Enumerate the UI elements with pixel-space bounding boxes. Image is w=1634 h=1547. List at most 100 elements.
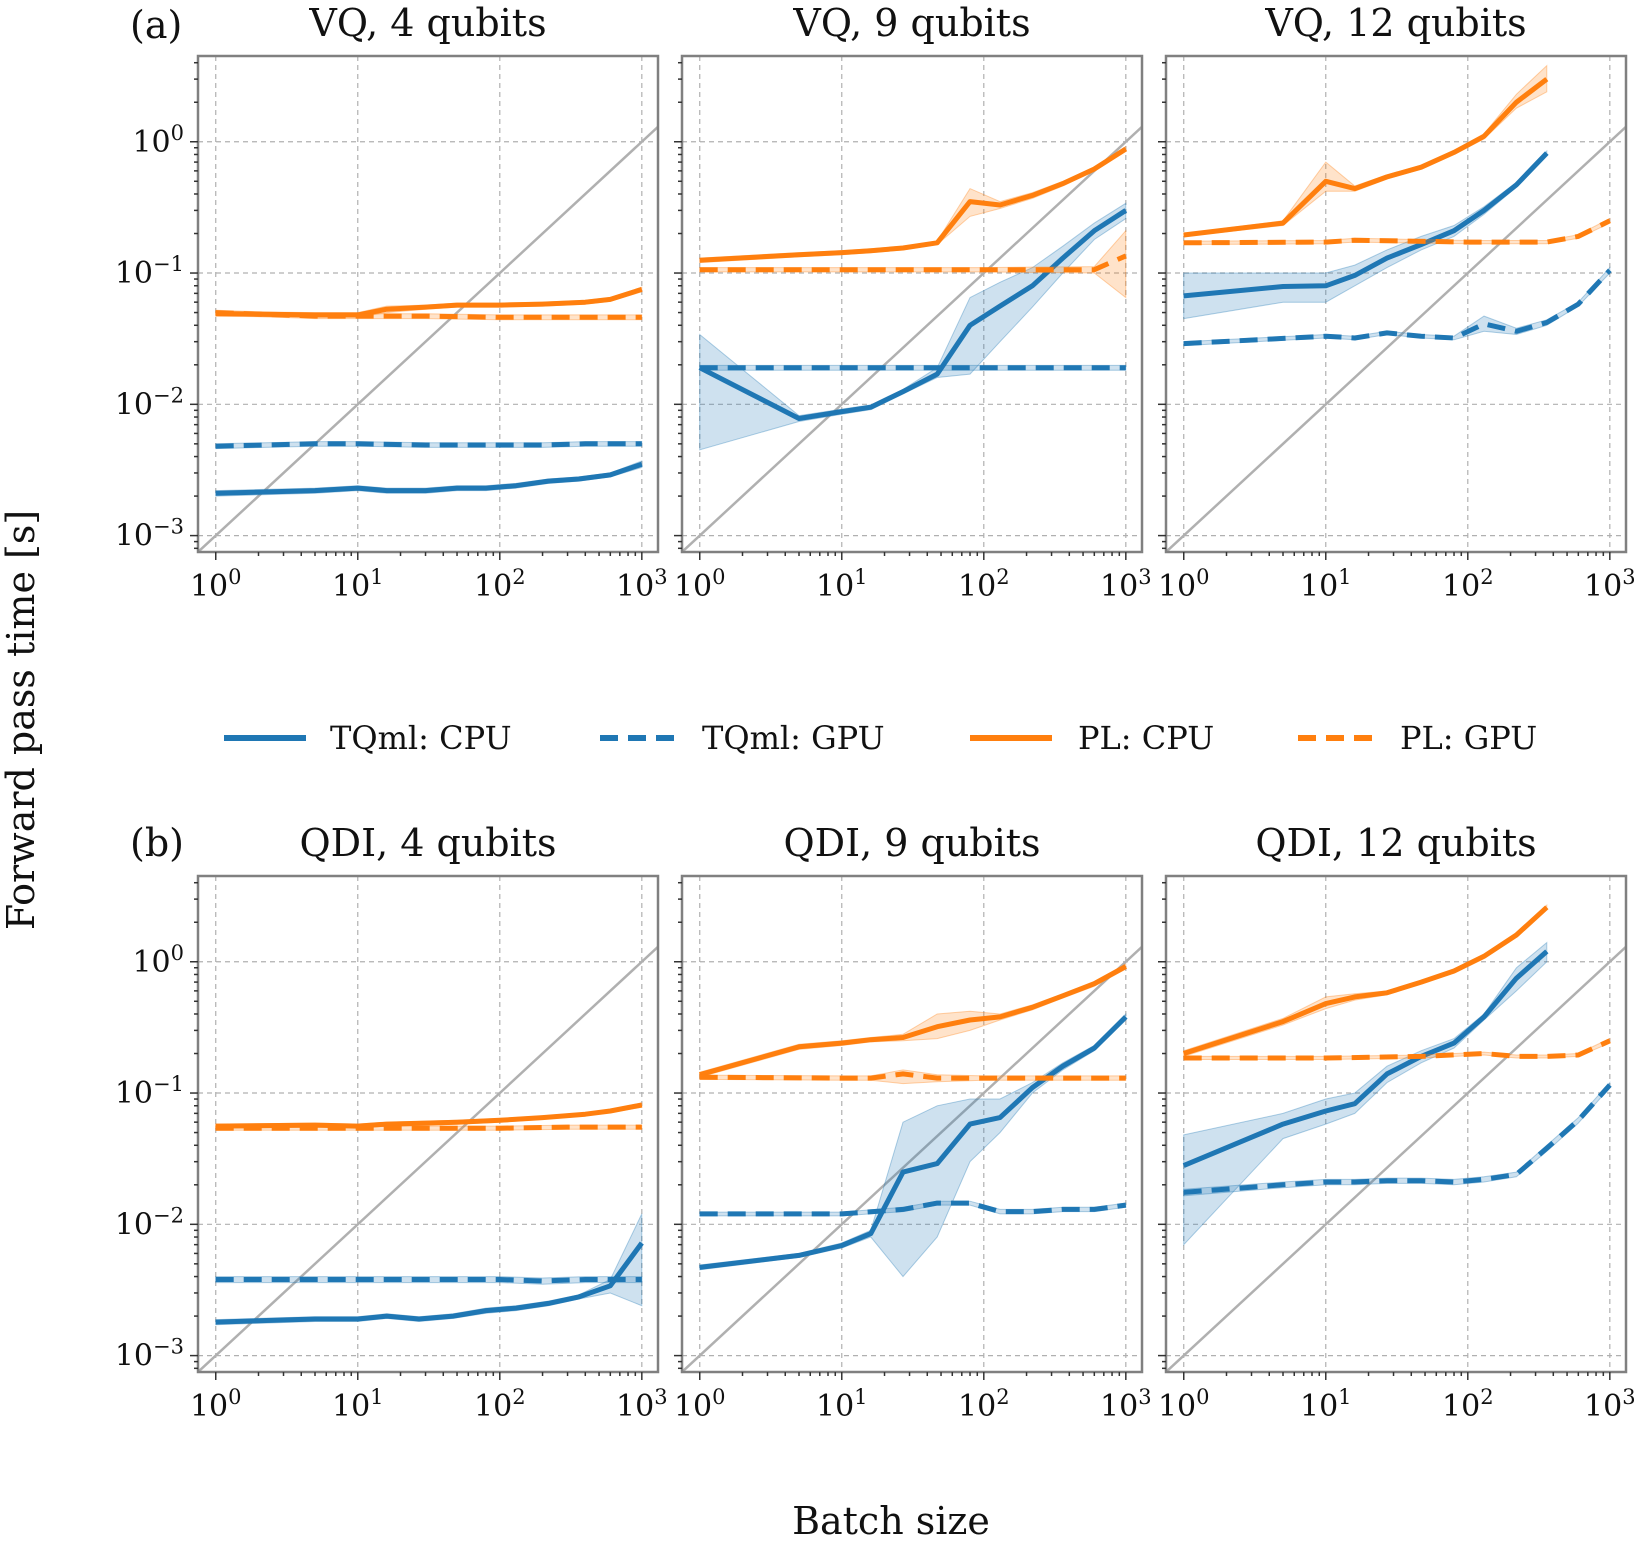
plot-area	[682, 125, 1142, 552]
x-tick-label-exp: 2	[996, 1385, 1009, 1409]
x-tick-label-exp: 3	[1622, 565, 1634, 589]
x-tick-label-exp: 2	[996, 565, 1009, 589]
x-tick-label-base: 10	[474, 569, 512, 604]
x-tick-label-exp: 2	[512, 565, 525, 589]
x-tick-label: 101	[816, 565, 868, 604]
y-tick-label: 10−3	[115, 1335, 184, 1374]
x-tick-label: 102	[1442, 1385, 1494, 1424]
y-tick-label-exp: −2	[153, 1203, 184, 1227]
x-tick-label: 101	[1300, 565, 1352, 604]
x-tick-label: 101	[332, 565, 384, 604]
plot-area	[198, 945, 658, 1372]
x-tick-label-exp: 0	[228, 1385, 241, 1409]
x-tick-label-exp: 3	[654, 1385, 667, 1409]
series-line-pl-cpu	[1182, 905, 1549, 1056]
x-tick-label-exp: 1	[370, 1385, 383, 1409]
legend-label-pl-cpu: PL: CPU	[1078, 719, 1214, 757]
x-tick-label-base: 10	[1442, 1389, 1480, 1424]
series-line-tqml-gpu	[215, 1277, 642, 1284]
x-tick-label: 102	[1442, 565, 1494, 604]
series-line-tqml-cpu	[215, 1241, 644, 1325]
y-tick-label-base: 10	[132, 125, 170, 160]
y-tick-label-base: 10	[115, 1339, 153, 1374]
reference-line	[198, 945, 658, 1372]
x-tick-label: 101	[332, 1385, 384, 1424]
band-tqml-cpu	[699, 1012, 1127, 1278]
x-tick-label-exp: 0	[712, 565, 725, 589]
x-tick-label-base: 10	[616, 569, 654, 604]
y-tick-label-exp: 0	[171, 121, 184, 145]
x-tick-label: 100	[190, 1385, 242, 1424]
panel-frame	[680, 54, 1144, 554]
x-tick-label-exp: 3	[1138, 1385, 1151, 1409]
x-tick-label-base: 10	[190, 1389, 228, 1424]
x-tick-label-base: 10	[332, 569, 370, 604]
series-line-pl-cpu	[215, 287, 643, 318]
y-tick-label: 10−2	[115, 1203, 184, 1242]
x-tick-label-base: 10	[958, 569, 996, 604]
series-line-pl-gpu	[1183, 218, 1611, 246]
y-tick-label: 100	[132, 121, 184, 160]
x-tick-label-base: 10	[332, 1389, 370, 1424]
band-pl-cpu	[1183, 64, 1548, 237]
plot-area	[1166, 903, 1626, 1372]
x-tick-label: 100	[1158, 565, 1210, 604]
panel-title: VQ, 12 qubits	[1264, 1, 1526, 45]
y-tick-label-base: 10	[115, 256, 153, 291]
panel-title: QDI, 4 qubits	[299, 821, 556, 865]
plot-area	[682, 945, 1142, 1372]
x-tick-label-base: 10	[1584, 1389, 1622, 1424]
x-tick-label-exp: 2	[1480, 565, 1493, 589]
panel-frame	[680, 874, 1144, 1374]
panel-title: QDI, 9 qubits	[783, 821, 1040, 865]
x-tick-label-exp: 1	[854, 565, 867, 589]
x-tick-label-exp: 0	[1196, 1385, 1209, 1409]
x-tick-label-exp: 1	[1338, 565, 1351, 589]
x-tick-label-base: 10	[616, 1389, 654, 1424]
x-tick-label-exp: 3	[1138, 565, 1151, 589]
x-tick-label-base: 10	[1100, 569, 1138, 604]
series-line-tqml-cpu	[699, 1015, 1128, 1270]
y-axis-label: Forward pass time [s]	[0, 510, 43, 930]
plot-area	[1166, 64, 1626, 552]
band-tqml-cpu	[1183, 149, 1548, 320]
x-tick-label: 103	[1100, 565, 1152, 604]
x-tick-label: 100	[674, 1385, 726, 1424]
x-tick-label-exp: 1	[370, 565, 383, 589]
legend-label-pl-gpu: PL: GPU	[1400, 719, 1537, 757]
panel-title: VQ, 4 qubits	[308, 1, 546, 45]
reference-line	[682, 945, 1142, 1372]
series-line-tqml-gpu	[1183, 268, 1612, 347]
y-tick-label: 10−3	[115, 515, 184, 554]
y-tick-label-exp: −2	[153, 383, 184, 407]
x-tick-label-base: 10	[190, 569, 228, 604]
x-tick-label-exp: 3	[1622, 1385, 1634, 1409]
legend-label-tqml-gpu: TQml: GPU	[702, 719, 885, 757]
band-tqml-cpu	[699, 202, 1127, 451]
panel-frame	[196, 874, 660, 1374]
plot-area	[198, 125, 658, 552]
series-line-pl-cpu	[215, 1102, 643, 1129]
x-tick-label: 103	[616, 1385, 668, 1424]
x-tick-label-base: 10	[1300, 1389, 1338, 1424]
x-tick-label: 102	[958, 1385, 1010, 1424]
x-tick-label-base: 10	[1442, 569, 1480, 604]
x-tick-label-base: 10	[816, 1389, 854, 1424]
x-tick-label: 100	[1158, 1385, 1210, 1424]
y-tick-label: 10−2	[115, 383, 184, 422]
y-tick-label-exp: −3	[153, 1335, 184, 1359]
series-line-pl-gpu	[699, 253, 1127, 273]
x-tick-label: 102	[958, 565, 1010, 604]
x-tick-label-base: 10	[958, 1389, 996, 1424]
band-tqml-cpu	[215, 1213, 643, 1326]
series-line-pl-cpu	[1183, 77, 1549, 238]
x-tick-label-exp: 0	[228, 565, 241, 589]
x-tick-label-base: 10	[474, 1389, 512, 1424]
x-tick-label-base: 10	[1300, 569, 1338, 604]
x-tick-label-base: 10	[1158, 1389, 1196, 1424]
